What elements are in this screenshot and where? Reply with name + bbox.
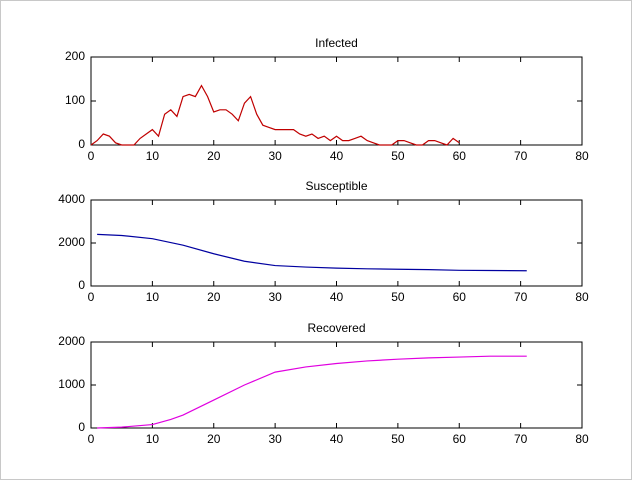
x-tick-label: 80 [575, 149, 589, 163]
subplot-title: Susceptible [305, 179, 367, 193]
x-tick-label: 60 [453, 290, 467, 304]
x-tick-label: 50 [391, 432, 405, 446]
x-tick-label: 70 [514, 149, 528, 163]
x-tick-label: 30 [268, 290, 282, 304]
x-tick-label: 0 [88, 432, 95, 446]
x-tick-label: 60 [453, 149, 467, 163]
x-tick-label: 50 [391, 290, 405, 304]
x-tick-label: 60 [453, 432, 467, 446]
data-line [97, 233, 527, 272]
data-line [90, 84, 460, 146]
x-tick-label: 30 [268, 432, 282, 446]
x-tick-label: 10 [146, 149, 160, 163]
x-tick-label: 20 [207, 432, 221, 446]
x-tick-label: 50 [391, 149, 405, 163]
y-tick-label: 100 [65, 93, 85, 107]
y-tick-label: 1000 [58, 377, 85, 391]
x-tick-label: 40 [330, 290, 344, 304]
y-tick-label: 0 [78, 137, 85, 151]
subplot-title: Infected [315, 36, 358, 50]
x-tick-label: 20 [207, 149, 221, 163]
x-tick-label: 40 [330, 149, 344, 163]
y-tick-label: 2000 [58, 334, 85, 348]
y-tick-label: 2000 [58, 235, 85, 249]
x-tick-label: 10 [146, 290, 160, 304]
y-tick-label: 0 [78, 420, 85, 434]
x-tick-label: 20 [207, 290, 221, 304]
x-tick-label: 70 [514, 290, 528, 304]
x-tick-label: 80 [575, 290, 589, 304]
x-tick-label: 10 [146, 432, 160, 446]
x-tick-label: 0 [88, 290, 95, 304]
x-tick-label: 70 [514, 432, 528, 446]
x-tick-label: 30 [268, 149, 282, 163]
y-tick-label: 200 [65, 49, 85, 63]
axes-box [90, 341, 583, 429]
x-tick-label: 80 [575, 432, 589, 446]
y-tick-label: 0 [78, 278, 85, 292]
subplot-title: Recovered [307, 321, 365, 335]
axes-box [90, 56, 583, 146]
data-line [97, 355, 527, 429]
y-tick-label: 4000 [58, 192, 85, 206]
axes-box [90, 199, 583, 287]
x-tick-label: 0 [88, 149, 95, 163]
x-tick-label: 40 [330, 432, 344, 446]
